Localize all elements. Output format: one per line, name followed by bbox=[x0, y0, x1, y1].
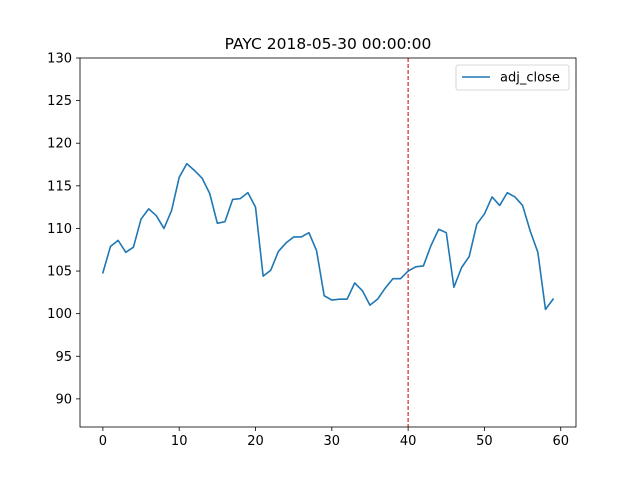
x-tick-label: 20 bbox=[247, 434, 264, 449]
x-tick-label: 0 bbox=[99, 434, 107, 449]
y-tick-label: 130 bbox=[47, 52, 72, 67]
y-tick-label: 105 bbox=[47, 265, 72, 280]
y-tick-label: 125 bbox=[47, 94, 72, 109]
x-tick-label: 40 bbox=[400, 434, 417, 449]
series-layer bbox=[101, 162, 555, 311]
x-tick-label: 50 bbox=[476, 434, 493, 449]
y-tick-label: 110 bbox=[47, 222, 72, 237]
y-tick-label: 100 bbox=[47, 307, 72, 322]
y-tick-label: 90 bbox=[55, 392, 72, 407]
x-tick-label: 60 bbox=[552, 434, 569, 449]
series-line-adj-close bbox=[101, 162, 555, 311]
plot-area-frame bbox=[79, 57, 577, 428]
chart-title: PAYC 2018-05-30 00:00:00 bbox=[225, 35, 432, 53]
x-tick-label: 30 bbox=[324, 434, 341, 449]
y-tick-label: 115 bbox=[47, 179, 72, 194]
y-tick-label: 120 bbox=[47, 137, 72, 152]
legend-label-adj-close: adj_close bbox=[500, 71, 560, 86]
legend: adj_close bbox=[455, 64, 570, 91]
x-tick-label: 10 bbox=[171, 434, 188, 449]
axis-ticks: 0 10 20 30 40 50 60 90 95 100 105 110 115 120 125 130 bbox=[47, 52, 569, 450]
legend-box bbox=[455, 64, 570, 91]
y-tick-label: 95 bbox=[55, 350, 72, 365]
